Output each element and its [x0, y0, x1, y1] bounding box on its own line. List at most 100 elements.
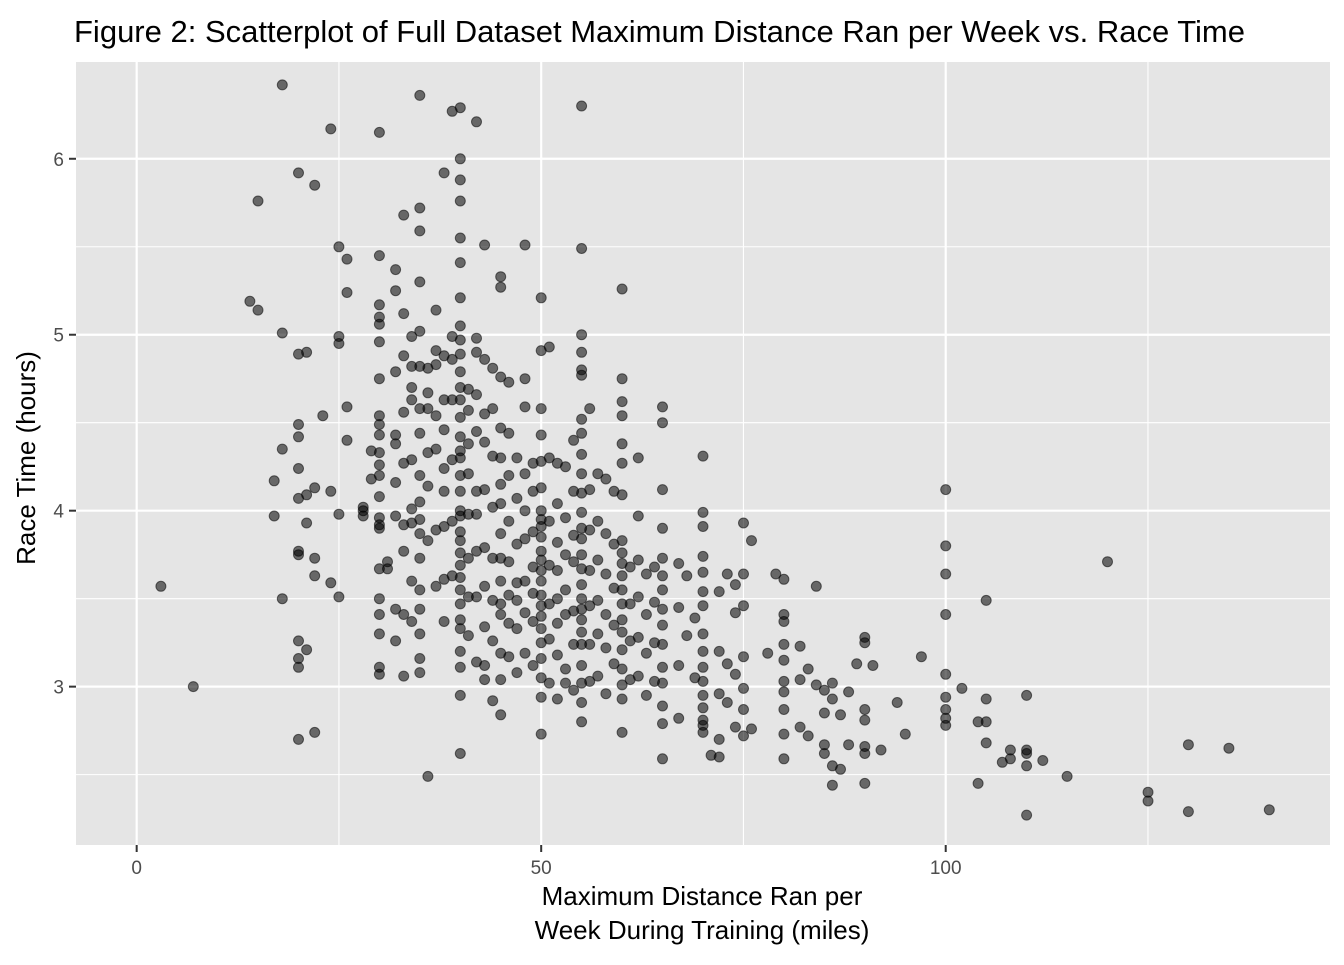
data-point — [454, 102, 466, 114]
data-point — [422, 480, 434, 492]
data-point — [454, 535, 466, 547]
data-point — [430, 410, 442, 422]
data-point — [697, 450, 709, 462]
data-point — [576, 100, 588, 112]
data-point — [479, 542, 491, 554]
data-point — [640, 647, 652, 659]
data-point — [632, 670, 644, 682]
data-point — [155, 580, 167, 592]
data-point — [471, 332, 482, 344]
data-point — [738, 517, 749, 529]
data-point — [1061, 770, 1073, 782]
data-point — [293, 549, 304, 561]
data-point — [697, 726, 709, 738]
data-point — [519, 505, 531, 517]
data-point — [454, 232, 466, 244]
data-point — [276, 443, 288, 455]
data-point — [535, 482, 547, 494]
data-point — [438, 521, 450, 532]
data-point — [276, 327, 288, 339]
data-point — [956, 682, 968, 694]
data-point — [373, 299, 385, 311]
data-point — [495, 674, 507, 686]
data-point — [940, 484, 952, 496]
data-point — [543, 452, 555, 464]
data-point — [794, 721, 806, 733]
data-point — [818, 707, 830, 719]
data-point — [454, 411, 466, 423]
data-point — [616, 396, 628, 408]
data-point — [373, 429, 385, 441]
data-point — [616, 614, 628, 626]
data-point — [398, 308, 410, 320]
data-point — [810, 580, 822, 592]
data-point — [697, 506, 709, 518]
data-point — [414, 276, 426, 288]
data-point — [576, 549, 588, 561]
data-point — [373, 126, 385, 138]
data-point — [535, 672, 547, 684]
data-point — [495, 271, 507, 283]
data-point — [454, 485, 466, 497]
data-point — [649, 596, 660, 608]
data-point — [1021, 760, 1033, 772]
data-point — [495, 281, 507, 293]
data-point — [503, 470, 515, 481]
data-point — [454, 572, 466, 583]
data-point — [721, 568, 733, 580]
data-point — [560, 663, 571, 675]
data-point — [584, 600, 596, 612]
data-point — [632, 510, 644, 522]
data-point — [414, 470, 426, 481]
data-point — [657, 677, 668, 689]
y-tick-label: 6 — [53, 150, 64, 171]
data-point — [721, 658, 733, 670]
data-point — [600, 609, 612, 620]
data-point — [390, 366, 402, 378]
data-point — [535, 565, 547, 576]
data-point — [406, 575, 418, 587]
data-point — [859, 748, 871, 759]
data-point — [560, 461, 571, 473]
data-point — [503, 427, 515, 439]
data-point — [479, 674, 491, 686]
data-point — [729, 721, 741, 733]
data-point — [584, 565, 596, 576]
data-point — [511, 594, 523, 606]
data-point — [414, 496, 426, 508]
data-point — [252, 195, 264, 207]
data-point — [551, 498, 563, 510]
data-point — [390, 285, 402, 297]
data-point — [729, 668, 741, 680]
data-point — [1223, 742, 1235, 754]
data-point — [738, 600, 749, 612]
data-point — [357, 510, 369, 522]
data-point — [632, 554, 644, 566]
data-point — [1004, 753, 1016, 765]
data-point — [697, 521, 709, 532]
data-point — [333, 241, 345, 253]
data-point — [673, 660, 685, 671]
data-point — [543, 515, 555, 527]
data-point — [826, 779, 838, 791]
data-point — [980, 693, 992, 705]
data-point — [471, 389, 482, 401]
data-point — [616, 373, 628, 385]
data-point — [980, 737, 992, 749]
data-point — [373, 491, 385, 503]
data-point — [891, 697, 903, 708]
data-point — [681, 570, 693, 582]
data-point — [511, 452, 523, 464]
data-point — [301, 489, 313, 501]
data-point — [616, 547, 628, 559]
data-point — [915, 651, 927, 663]
data-point — [697, 661, 709, 673]
data-point — [616, 489, 628, 501]
data-point — [616, 679, 628, 691]
data-point — [657, 619, 668, 631]
data-point — [503, 589, 515, 601]
data-point — [697, 675, 709, 687]
data-point — [608, 619, 620, 631]
data-point — [616, 438, 628, 450]
